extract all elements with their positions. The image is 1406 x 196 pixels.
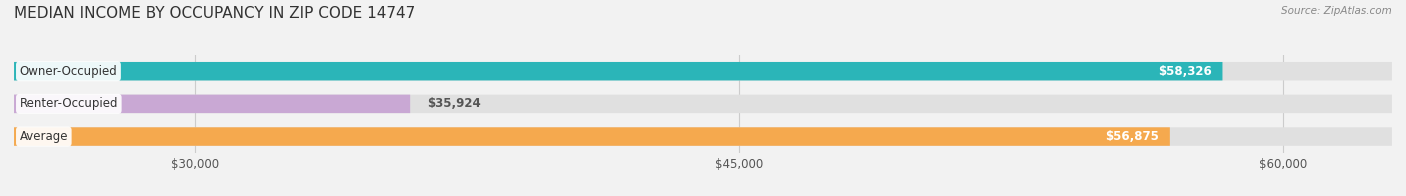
Text: Owner-Occupied: Owner-Occupied	[20, 65, 117, 78]
FancyBboxPatch shape	[14, 62, 1392, 81]
Text: Average: Average	[20, 130, 67, 143]
Text: $56,875: $56,875	[1105, 130, 1159, 143]
Text: MEDIAN INCOME BY OCCUPANCY IN ZIP CODE 14747: MEDIAN INCOME BY OCCUPANCY IN ZIP CODE 1…	[14, 6, 415, 21]
Text: Source: ZipAtlas.com: Source: ZipAtlas.com	[1281, 6, 1392, 16]
FancyBboxPatch shape	[14, 62, 1222, 81]
Text: Renter-Occupied: Renter-Occupied	[20, 97, 118, 110]
FancyBboxPatch shape	[14, 127, 1170, 146]
FancyBboxPatch shape	[14, 127, 1392, 146]
FancyBboxPatch shape	[14, 95, 411, 113]
Text: $58,326: $58,326	[1157, 65, 1212, 78]
FancyBboxPatch shape	[14, 95, 1392, 113]
Text: $35,924: $35,924	[426, 97, 481, 110]
